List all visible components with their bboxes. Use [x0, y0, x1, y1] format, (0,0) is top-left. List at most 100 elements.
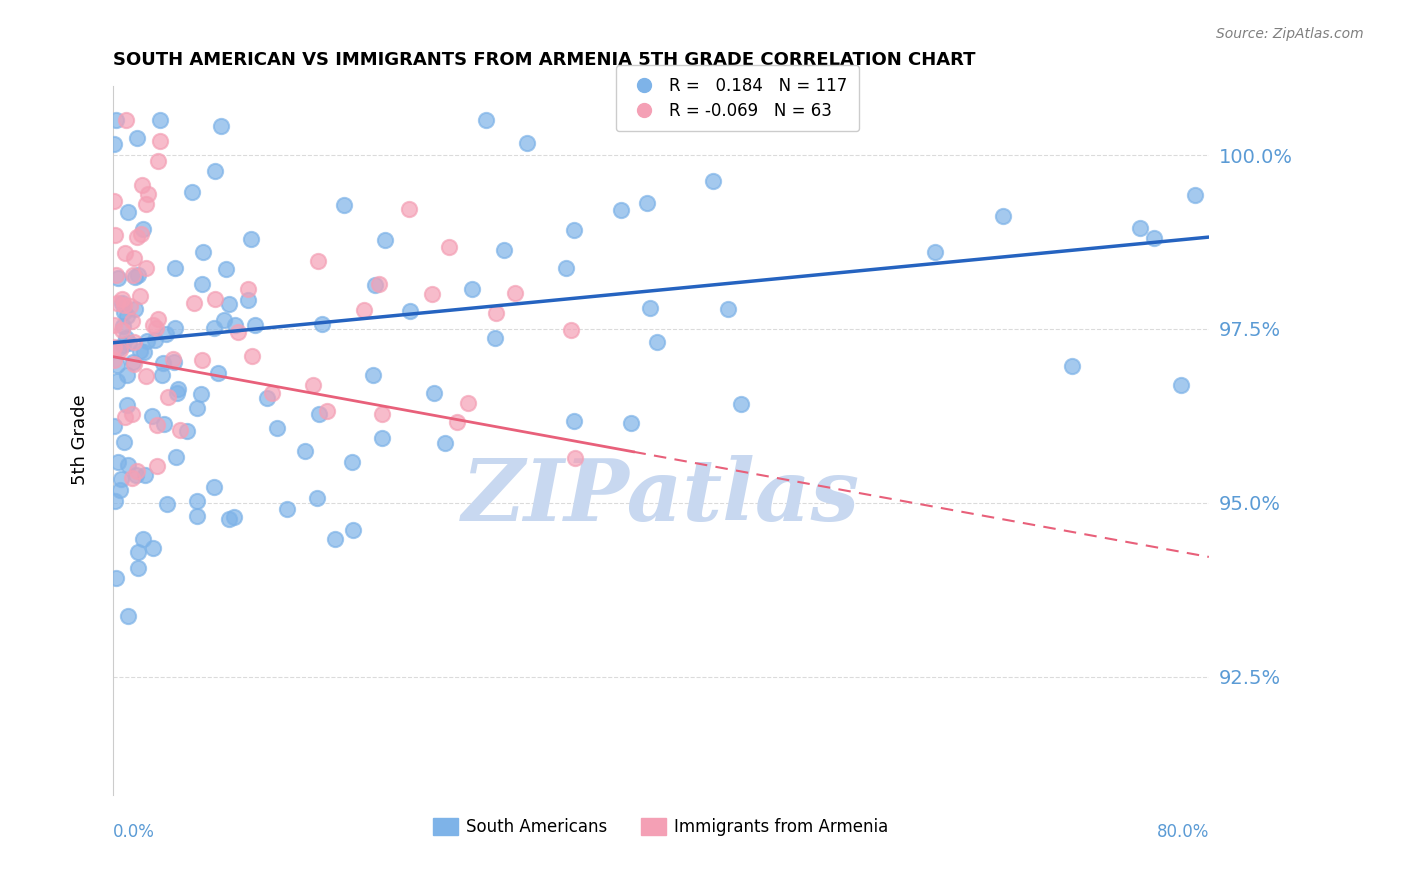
Point — [202, 480, 225, 494]
Point — [141, 409, 163, 423]
Point — [475, 113, 498, 128]
Text: Source: ZipAtlas.com: Source: ZipAtlas.com — [1216, 27, 1364, 41]
Point — [108, 483, 131, 498]
Point — [730, 397, 752, 411]
Point — [240, 349, 263, 363]
Point — [105, 571, 128, 585]
Point — [191, 244, 214, 259]
Point — [420, 286, 443, 301]
Point — [364, 278, 387, 293]
Point — [117, 205, 139, 219]
Point — [212, 313, 235, 327]
Point — [636, 195, 658, 210]
Point — [353, 303, 375, 318]
Point — [118, 335, 141, 350]
Point — [122, 268, 145, 283]
Point — [374, 233, 396, 247]
Point — [564, 414, 586, 428]
Point — [236, 282, 259, 296]
Point — [209, 120, 232, 134]
Point — [503, 285, 526, 300]
Point — [342, 523, 364, 537]
Point — [207, 367, 229, 381]
Point — [564, 450, 586, 465]
Point — [103, 136, 125, 151]
Point — [103, 194, 125, 209]
Point — [127, 544, 149, 558]
Point — [702, 174, 724, 188]
Point — [191, 277, 214, 291]
Point — [516, 136, 538, 150]
Point — [162, 352, 184, 367]
Point — [323, 532, 346, 546]
Point — [166, 386, 188, 401]
Point — [122, 355, 145, 369]
Point — [112, 298, 135, 312]
Point — [157, 390, 180, 404]
Point — [165, 450, 187, 465]
Point — [370, 407, 392, 421]
Point — [190, 387, 212, 401]
Point — [110, 472, 132, 486]
Point — [125, 230, 148, 244]
Point — [150, 368, 173, 382]
Point — [111, 293, 134, 307]
Point — [186, 508, 208, 523]
Point — [620, 416, 643, 430]
Point — [1060, 359, 1083, 374]
Point — [148, 311, 170, 326]
Point — [103, 318, 125, 333]
Point — [218, 512, 240, 526]
Point — [111, 296, 134, 310]
Y-axis label: 5th Grade: 5th Grade — [72, 395, 89, 485]
Point — [461, 282, 484, 296]
Point — [121, 314, 143, 328]
Point — [262, 385, 284, 400]
Point — [143, 333, 166, 347]
Point — [103, 352, 125, 367]
Point — [305, 491, 328, 505]
Point — [924, 244, 946, 259]
Point — [1143, 231, 1166, 245]
Point — [484, 305, 506, 319]
Point — [131, 178, 153, 193]
Point — [169, 423, 191, 437]
Text: SOUTH AMERICAN VS IMMIGRANTS FROM ARMENIA 5TH GRADE CORRELATION CHART: SOUTH AMERICAN VS IMMIGRANTS FROM ARMENI… — [112, 51, 976, 69]
Point — [145, 418, 167, 433]
Point — [115, 368, 138, 383]
Point — [560, 323, 582, 337]
Point — [163, 355, 186, 369]
Point — [186, 401, 208, 415]
Point — [222, 510, 245, 524]
Point — [165, 321, 187, 335]
Point — [340, 455, 363, 469]
Point — [308, 407, 330, 421]
Point — [276, 502, 298, 516]
Point — [145, 320, 167, 334]
Point — [398, 202, 420, 216]
Point — [117, 458, 139, 472]
Point — [122, 357, 145, 371]
Point — [183, 295, 205, 310]
Point — [114, 246, 136, 260]
Point — [266, 420, 288, 434]
Point — [134, 467, 156, 482]
Point — [122, 334, 145, 349]
Point — [361, 368, 384, 383]
Point — [492, 243, 515, 257]
Point — [165, 260, 187, 275]
Point — [457, 396, 479, 410]
Point — [446, 415, 468, 429]
Point — [243, 318, 266, 332]
Point — [153, 417, 176, 431]
Point — [104, 268, 127, 282]
Point — [125, 467, 148, 482]
Point — [138, 187, 160, 202]
Point — [127, 464, 149, 478]
Point — [115, 398, 138, 412]
Point — [1184, 188, 1206, 202]
Point — [108, 343, 131, 357]
Legend: South Americans, Immigrants from Armenia: South Americans, Immigrants from Armenia — [426, 812, 896, 843]
Point — [640, 301, 662, 315]
Point — [156, 497, 179, 511]
